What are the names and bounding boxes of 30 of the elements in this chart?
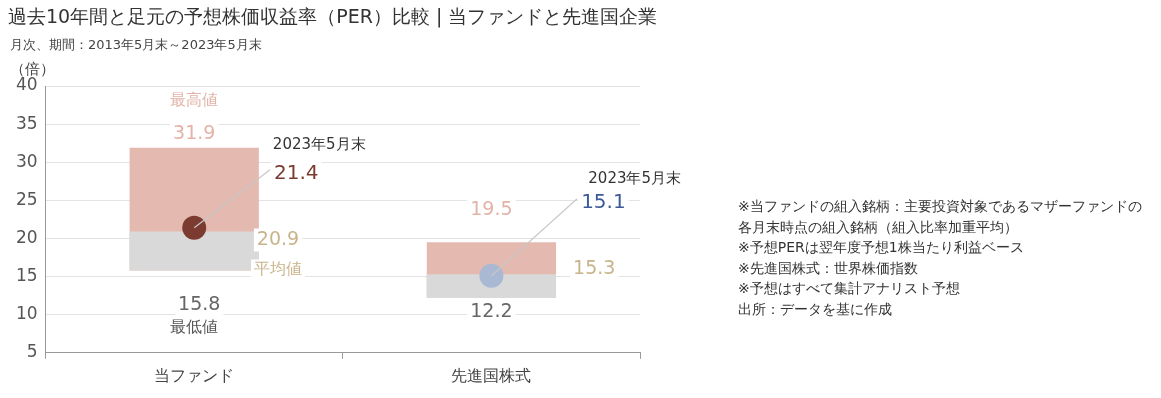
annotation: 平均値: [254, 258, 303, 278]
x-tick-label: 先進国株式: [451, 365, 532, 385]
text: ※予想PERは翌年度予想1株当たり利益ベース: [738, 238, 1025, 257]
y-tick-label: 20: [15, 226, 38, 247]
annotation: 15.3: [573, 256, 616, 279]
annotation: 19.5: [470, 197, 513, 220]
annotation: 21.4: [273, 159, 319, 184]
y-tick-label: 15: [15, 264, 38, 285]
y-axis-title: （倍）: [10, 60, 55, 78]
text: ※先進国株式：世界株価指数: [738, 258, 919, 278]
y-tick-label: 30: [15, 150, 38, 171]
annotation: 15.8: [178, 292, 221, 315]
y-tick-label: 25: [15, 188, 38, 209]
annotation: 31.9: [173, 120, 216, 143]
text: ※当ファンドの組入銘柄：主要投資対象であるマザーファンドの各月末時点の組入銘柄（組入比率加重平均）: [738, 197, 1143, 237]
annotation: 最高値: [170, 89, 219, 109]
chart-subtitle: 月次、期間：2013年5月末～2023年5月末: [10, 36, 262, 54]
y-tick-label: 5: [26, 341, 38, 362]
text: ※予想はすべて集計アナリスト予想: [738, 279, 961, 298]
annotation: 2023年5月末: [588, 168, 682, 187]
x-tick-label: 当ファンド: [154, 365, 235, 385]
annotation: 12.2: [470, 298, 513, 321]
y-tick-label: 10: [15, 303, 38, 324]
annotation: 2023年5月末: [272, 134, 366, 153]
y-tick-label: 35: [15, 112, 38, 133]
chart-title: 過去10年間と足元の予想株価収益率（PER）比較 | 当ファンドと先進国企業: [8, 4, 658, 30]
annotation: 20.9: [256, 226, 300, 249]
annotation: 最低値: [170, 316, 219, 336]
annotation: 15.1: [581, 189, 626, 214]
text: 出所：データを基に作成: [738, 299, 893, 319]
